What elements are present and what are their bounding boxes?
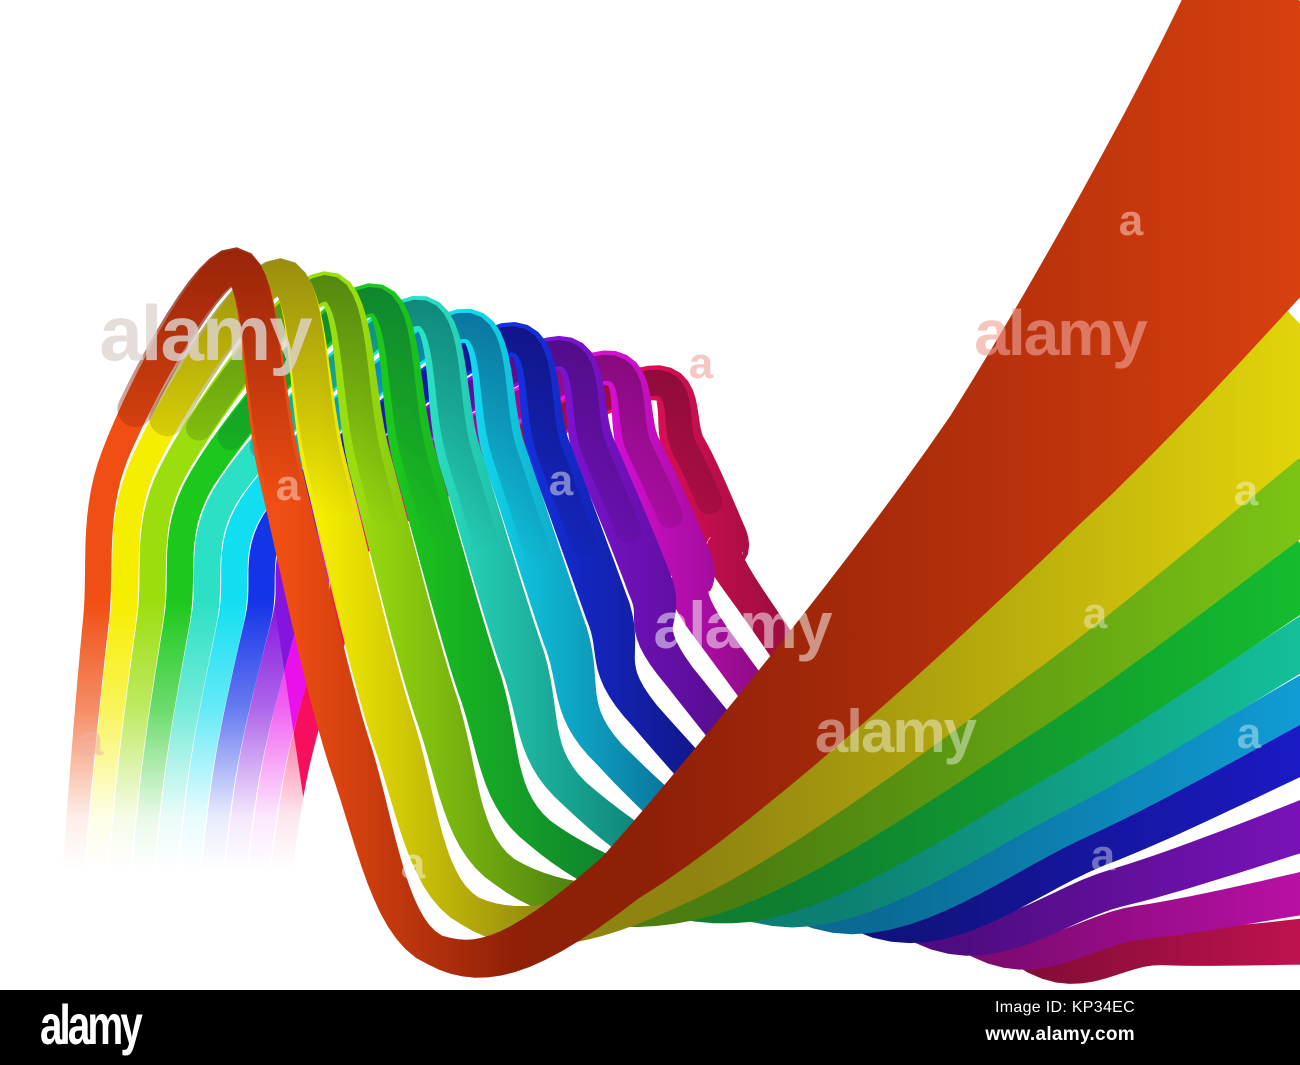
alamy-watermark-layer: alamy alamy alamy alamy a a a a a a a a a a bbox=[79, 196, 1264, 888]
alamy-logo: alamy bbox=[40, 992, 143, 1056]
alamy-watermark-text: a bbox=[79, 716, 104, 765]
watermark-footer-bar: alamy Image ID: KP34EC www.alamy.com bbox=[0, 990, 1300, 1065]
alamy-watermark-text: alamy bbox=[99, 289, 312, 377]
alamy-watermark-text: a bbox=[689, 339, 714, 388]
alamy-watermark-text: alamy bbox=[815, 698, 978, 765]
image-meta: Image ID: KP34EC www.alamy.com bbox=[985, 999, 1135, 1046]
ribbon-stripe-magenta bbox=[244, 350, 1300, 970]
website-url-text: www.alamy.com bbox=[985, 1024, 1135, 1045]
alamy-watermark-text: a bbox=[1083, 589, 1108, 638]
ribbon-end-fade bbox=[0, 575, 322, 922]
stripe-apex-shading bbox=[117, 247, 337, 656]
alamy-watermark-text: a bbox=[1234, 466, 1259, 515]
alamy-watermark-text: a bbox=[1119, 196, 1144, 245]
alamy-watermark-text: a bbox=[1091, 831, 1116, 880]
rainbow-ribbon-artwork: alamy alamy alamy alamy a a a a a a a a a a bbox=[0, 0, 1300, 984]
alamy-watermark-text: a bbox=[549, 456, 574, 505]
alamy-watermark-text: alamy bbox=[974, 297, 1148, 369]
alamy-watermark-text: alamy bbox=[653, 588, 832, 662]
stripe-apex-shading bbox=[149, 258, 381, 640]
ribbon-stripes bbox=[60, 0, 1300, 984]
ribbon-stripe-turquoise bbox=[152, 296, 1300, 928]
alamy-watermark-text: a bbox=[401, 839, 426, 888]
ribbon-stripe-yellow bbox=[83, 259, 1300, 946]
alamy-watermark-text: a bbox=[1237, 709, 1262, 758]
alamy-watermark-text: a bbox=[276, 461, 301, 510]
stripe-apex-shading bbox=[313, 326, 597, 558]
image-id-text: Image ID: KP34EC bbox=[995, 999, 1135, 1016]
ribbon-stripe-red-orange bbox=[60, 0, 1300, 978]
rainbow-ribbon-svg: alamy alamy alamy alamy a a a a a a a a a a bbox=[0, 0, 1300, 984]
